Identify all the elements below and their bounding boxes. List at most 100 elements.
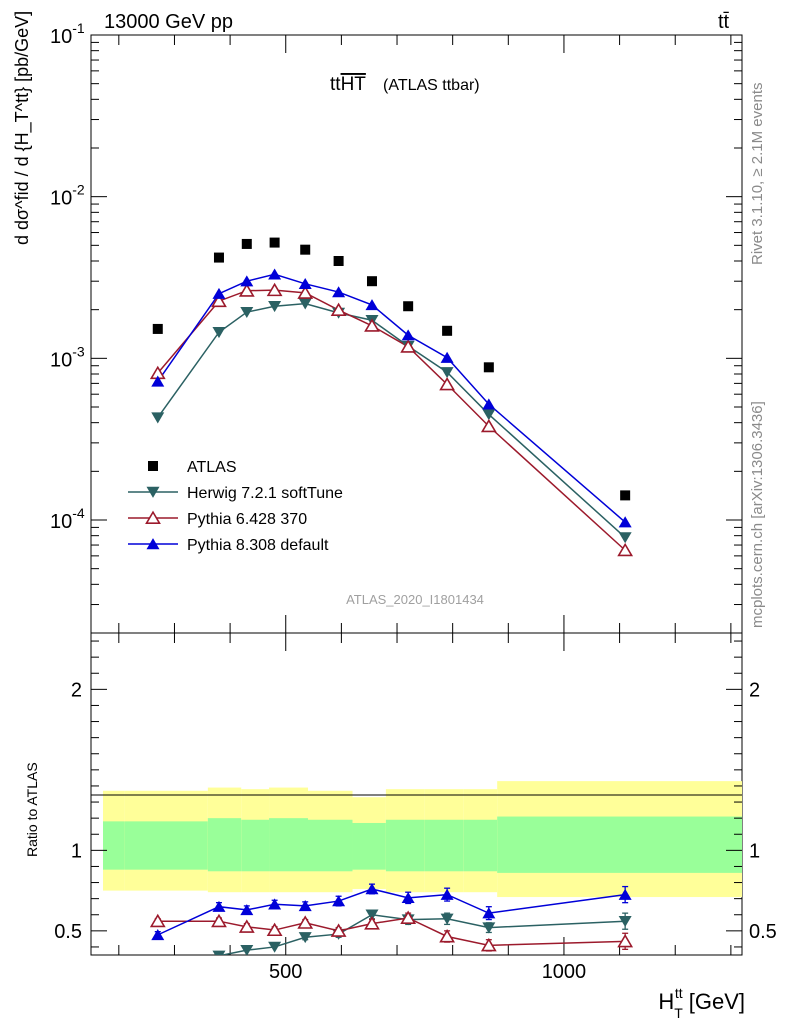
ratio-series-point	[212, 950, 226, 955]
ratio-series-point	[482, 922, 496, 934]
x-tick-label: 500	[269, 961, 302, 983]
atlas-data-point	[403, 301, 414, 312]
ratio-series-point	[240, 904, 254, 916]
ratio-series-point	[482, 907, 496, 919]
ratio-band-green	[207, 818, 242, 872]
ratio-series-point	[268, 941, 282, 953]
plot-title-sub: (ATLAS ttbar)	[383, 77, 480, 94]
legend: ATLAS Herwig 7.2.1 softTune Pythia 6.428 3…	[128, 459, 343, 554]
ratio-axis-ticks: 0.5 0.5 1 1 2 2 500 1000	[54, 640, 777, 983]
ratio-uncertainty-bands	[103, 781, 742, 898]
main-axis-ticks: 10-1 10-2 10-3 10-4	[50, 20, 742, 955]
atlas-data-point	[442, 325, 453, 336]
ratio-y-axis-label: Ratio to ATLAS	[24, 762, 40, 857]
main-series-point	[151, 375, 165, 387]
main-series-point	[364, 318, 380, 332]
ratio-y-tick-label-left: 0.5	[54, 921, 82, 943]
ratio-band-green	[241, 819, 270, 872]
atlas-data-point	[241, 238, 252, 249]
atlas-data-point	[483, 362, 494, 373]
ratio-series-point	[400, 910, 417, 924]
ratio-band-green	[308, 819, 353, 872]
ratio-series-point	[365, 909, 379, 921]
main-series-point	[401, 329, 415, 341]
ratio-series-point	[618, 888, 632, 900]
main-series-point	[440, 367, 454, 379]
main-series-point	[240, 275, 254, 287]
legend-marker	[146, 538, 160, 550]
atlas-data-point	[300, 244, 311, 255]
main-y-tick-label: 10-1	[50, 20, 85, 48]
ratio-y-tick-label-right: 0.5	[749, 921, 777, 943]
ratio-series-point	[238, 919, 255, 933]
legend-label: ATLAS	[187, 459, 237, 476]
ratio-series-point	[151, 961, 164, 972]
ratio-series-point	[211, 913, 227, 928]
mcplots-url-text: mcplots.cern.ch [arXiv:1306.3436]	[749, 401, 766, 628]
ratio-series-point	[268, 898, 282, 910]
main-series-point	[298, 298, 312, 310]
main-series-point	[440, 351, 454, 363]
ratio-series-point	[617, 933, 634, 948]
main-series-point	[365, 299, 379, 311]
ratio-series-point	[298, 900, 312, 912]
main-y-tick-label: 10-3	[50, 343, 85, 371]
main-series-point	[480, 418, 497, 433]
ratio-band-green	[385, 819, 425, 872]
main-series-point	[400, 339, 417, 353]
main-series-point	[212, 287, 226, 299]
main-series-point	[439, 376, 456, 391]
main-series-point	[298, 277, 312, 290]
ratio-series-point	[365, 883, 379, 895]
ratio-series-point	[330, 923, 347, 937]
atlas-data-point	[213, 252, 224, 263]
ratio-series-point	[439, 929, 456, 943]
atlas-data-point	[620, 490, 631, 501]
ratio-series-line	[157, 917, 626, 947]
main-series-point	[332, 286, 346, 298]
ratio-series-point	[440, 888, 454, 900]
main-data-marks	[149, 237, 634, 557]
main-series-point	[240, 306, 254, 319]
main-series-point	[268, 268, 282, 280]
legend-label: Pythia 6.428 370	[187, 511, 307, 528]
main-series-line	[157, 302, 626, 539]
main-series-point	[330, 302, 347, 317]
ratio-band-green	[463, 819, 498, 872]
legend-label: Herwig 7.2.1 softTune	[187, 485, 343, 502]
ratio-series-point	[297, 915, 314, 929]
ratio-series-point	[212, 900, 226, 912]
main-y-tick-label: 10-4	[50, 505, 85, 533]
ratio-y-tick-label-right: 1	[749, 840, 760, 862]
atlas-data-point	[333, 256, 344, 267]
legend-marker	[146, 486, 160, 498]
atlas-data-point	[366, 276, 377, 287]
ratio-series-point	[401, 891, 415, 904]
ratio-band-green	[269, 818, 308, 872]
x-axis-label: HTtt [GeV]	[658, 985, 745, 1021]
ratio-series-point	[364, 916, 380, 930]
rivet-version-text: Rivet 3.1.10, ≥ 2.1M events	[749, 83, 766, 266]
ratio-y-tick-label-left: 2	[71, 679, 82, 701]
main-series-point	[297, 285, 314, 299]
ratio-series-point	[440, 913, 454, 925]
main-y-tick-label: 10-2	[50, 182, 85, 210]
ratio-band-green	[424, 819, 464, 872]
legend-label: Pythia 8.308 default	[187, 537, 329, 554]
ratio-band-green	[103, 821, 125, 870]
process-label: tt̄	[718, 11, 730, 33]
ratio-series-point	[266, 922, 283, 937]
main-series-point	[268, 301, 282, 313]
main-series-point	[482, 398, 496, 410]
main-y-axis-label: d dσ^fid / d {H_T^tt} [pb/GeV]	[12, 11, 33, 245]
main-series-point	[618, 516, 632, 528]
analysis-watermark: ATLAS_2020_I1801434	[346, 592, 484, 607]
main-series-point	[238, 283, 255, 297]
legend-marker	[145, 510, 161, 525]
ratio-data-marks	[149, 883, 634, 972]
main-series-point	[618, 532, 632, 544]
ratio-band-green	[124, 821, 208, 870]
main-series-point	[482, 409, 496, 421]
legend-marker	[148, 461, 158, 471]
main-series-point	[151, 412, 165, 424]
